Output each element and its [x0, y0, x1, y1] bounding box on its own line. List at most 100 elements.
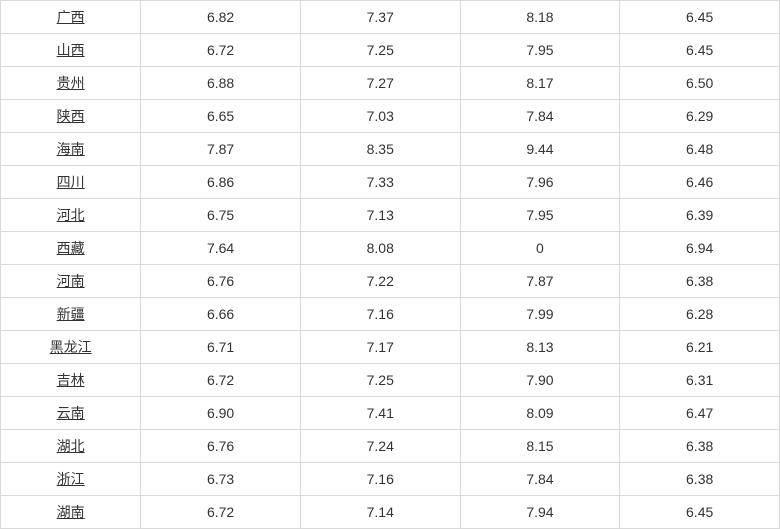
value-cell: 6.72 — [141, 496, 301, 529]
value-cell: 6.76 — [141, 430, 301, 463]
value-cell: 7.24 — [300, 430, 460, 463]
value-cell: 8.13 — [460, 331, 620, 364]
table-row: 河北 6.757.137.956.39 — [1, 199, 780, 232]
table-row: 湖北 6.767.248.156.38 — [1, 430, 780, 463]
province-cell: 云南 — [1, 397, 141, 430]
province-cell: 贵州 — [1, 67, 141, 100]
table-row: 海南 7.878.359.446.48 — [1, 133, 780, 166]
table-row: 浙江6.737.167.846.38 — [1, 463, 780, 496]
value-cell: 7.84 — [460, 463, 620, 496]
province-cell: 河北 — [1, 199, 141, 232]
value-cell: 7.95 — [460, 34, 620, 67]
value-cell: 6.38 — [620, 265, 780, 298]
value-cell: 6.28 — [620, 298, 780, 331]
value-cell: 6.66 — [141, 298, 301, 331]
value-cell: 6.47 — [620, 397, 780, 430]
value-cell: 8.15 — [460, 430, 620, 463]
value-cell: 7.84 — [460, 100, 620, 133]
province-cell: 西藏 — [1, 232, 141, 265]
value-cell: 7.99 — [460, 298, 620, 331]
value-cell: 6.29 — [620, 100, 780, 133]
table-row: 河南 6.767.227.876.38 — [1, 265, 780, 298]
table-row: 陕西6.657.037.846.29 — [1, 100, 780, 133]
value-cell: 8.17 — [460, 67, 620, 100]
value-cell: 7.33 — [300, 166, 460, 199]
value-cell: 6.88 — [141, 67, 301, 100]
province-link[interactable]: 河南 — [57, 273, 85, 289]
value-cell: 7.87 — [460, 265, 620, 298]
province-link[interactable]: 海南 — [57, 141, 85, 157]
value-cell: 7.95 — [460, 199, 620, 232]
value-cell: 6.94 — [620, 232, 780, 265]
value-cell: 7.87 — [141, 133, 301, 166]
province-cell: 新疆 — [1, 298, 141, 331]
value-cell: 7.90 — [460, 364, 620, 397]
province-cell: 湖南 — [1, 496, 141, 529]
province-link[interactable]: 河北 — [57, 207, 85, 223]
value-cell: 6.71 — [141, 331, 301, 364]
value-cell: 7.27 — [300, 67, 460, 100]
value-cell: 7.14 — [300, 496, 460, 529]
value-cell: 7.13 — [300, 199, 460, 232]
value-cell: 6.21 — [620, 331, 780, 364]
value-cell: 0 — [460, 232, 620, 265]
province-link[interactable]: 新疆 — [57, 306, 85, 322]
province-link[interactable]: 黑龙江 — [50, 339, 92, 355]
province-link[interactable]: 陕西 — [57, 108, 85, 124]
value-cell: 6.31 — [620, 364, 780, 397]
value-cell: 6.45 — [620, 1, 780, 34]
value-cell: 6.76 — [141, 265, 301, 298]
table-row: 云南6.907.418.096.47 — [1, 397, 780, 430]
value-cell: 7.22 — [300, 265, 460, 298]
province-link[interactable]: 吉林 — [57, 372, 85, 388]
province-link[interactable]: 湖南 — [57, 504, 85, 520]
province-cell: 陕西 — [1, 100, 141, 133]
province-cell: 山西 — [1, 34, 141, 67]
province-link[interactable]: 浙江 — [57, 471, 85, 487]
value-cell: 7.41 — [300, 397, 460, 430]
value-cell: 7.37 — [300, 1, 460, 34]
value-cell: 6.75 — [141, 199, 301, 232]
value-cell: 6.38 — [620, 463, 780, 496]
value-cell: 7.64 — [141, 232, 301, 265]
province-cell: 广西 — [1, 1, 141, 34]
value-cell: 7.03 — [300, 100, 460, 133]
table-row: 新疆6.667.167.996.28 — [1, 298, 780, 331]
province-link[interactable]: 山西 — [57, 42, 85, 58]
table-row: 湖南 6.727.147.946.45 — [1, 496, 780, 529]
value-cell: 6.46 — [620, 166, 780, 199]
table-body: 广西6.827.378.186.45山西6.727.257.956.45贵州6.… — [1, 1, 780, 529]
value-cell: 9.44 — [460, 133, 620, 166]
value-cell: 7.96 — [460, 166, 620, 199]
province-cell: 吉林 — [1, 364, 141, 397]
price-table: 广西6.827.378.186.45山西6.727.257.956.45贵州6.… — [0, 0, 780, 529]
province-link[interactable]: 广西 — [57, 9, 85, 25]
value-cell: 6.72 — [141, 364, 301, 397]
value-cell: 8.35 — [300, 133, 460, 166]
table-row: 四川6.867.337.966.46 — [1, 166, 780, 199]
province-link[interactable]: 贵州 — [57, 75, 85, 91]
value-cell: 7.25 — [300, 34, 460, 67]
province-link[interactable]: 云南 — [57, 405, 85, 421]
province-cell: 河南 — [1, 265, 141, 298]
value-cell: 6.38 — [620, 430, 780, 463]
value-cell: 7.94 — [460, 496, 620, 529]
table-row: 贵州6.887.278.176.50 — [1, 67, 780, 100]
value-cell: 8.08 — [300, 232, 460, 265]
province-link[interactable]: 湖北 — [57, 438, 85, 454]
table-row: 吉林 6.727.257.906.31 — [1, 364, 780, 397]
value-cell: 6.48 — [620, 133, 780, 166]
value-cell: 6.39 — [620, 199, 780, 232]
table-row: 黑龙江6.717.178.136.21 — [1, 331, 780, 364]
table-row: 山西 6.727.257.956.45 — [1, 34, 780, 67]
value-cell: 6.45 — [620, 496, 780, 529]
value-cell: 7.25 — [300, 364, 460, 397]
province-cell: 黑龙江 — [1, 331, 141, 364]
province-link[interactable]: 四川 — [57, 174, 85, 190]
value-cell: 6.90 — [141, 397, 301, 430]
province-cell: 浙江 — [1, 463, 141, 496]
province-link[interactable]: 西藏 — [57, 240, 85, 256]
province-cell: 四川 — [1, 166, 141, 199]
value-cell: 6.45 — [620, 34, 780, 67]
value-cell: 6.72 — [141, 34, 301, 67]
